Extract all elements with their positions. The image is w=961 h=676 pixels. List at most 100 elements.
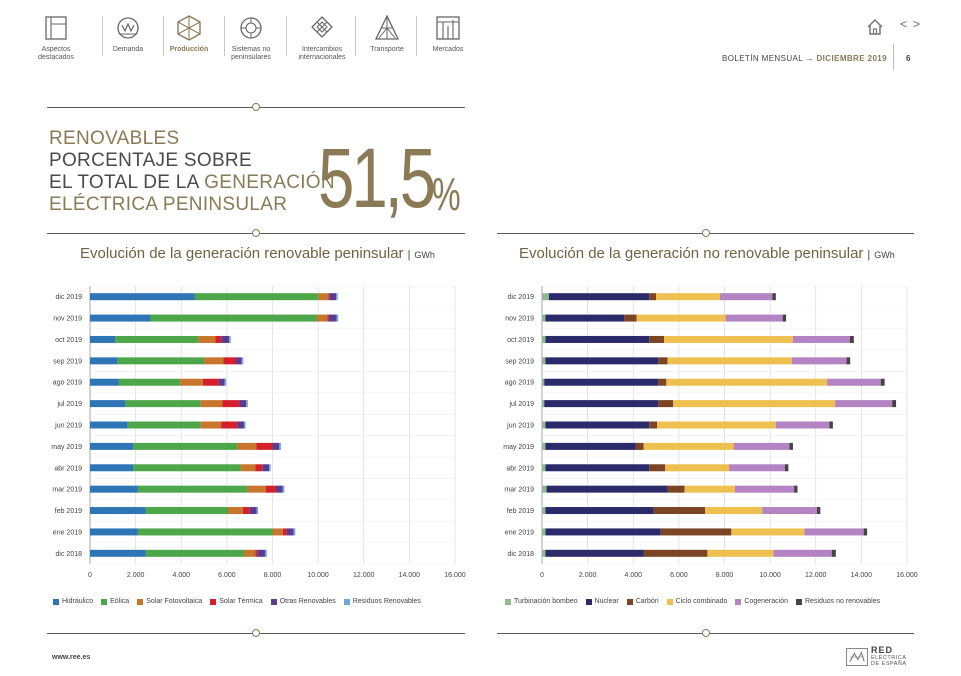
bar-segment-eolica (145, 507, 229, 515)
legend-swatch (585, 598, 592, 605)
bar-segment-residuos-renovables (269, 464, 271, 472)
bar-segment-residuos-renovables (241, 357, 244, 365)
nav-label: Transporte (370, 46, 404, 53)
x-tick-label: 6.000 (218, 572, 236, 579)
bar-segment-ciclo (731, 528, 805, 536)
y-tick-label: abr 2019 (506, 465, 534, 472)
bar-segment-solar-fv (240, 464, 256, 472)
legend-label: Residuos Renovables (352, 598, 421, 605)
nav-item-non-peninsular[interactable]: Sistemas no peninsulares (214, 14, 288, 62)
bar-segment-carbon (660, 528, 732, 536)
title-separator: | (867, 249, 871, 261)
legend-label: Nuclear (594, 598, 619, 605)
highlights-icon (45, 16, 67, 40)
nav-item-production[interactable]: Producción (152, 14, 226, 54)
nav-separator (355, 16, 356, 56)
bar-segment-turbinacion (542, 335, 546, 343)
bar-segment-cogeneracion (762, 507, 817, 515)
home-icon[interactable] (866, 18, 884, 36)
bar-segment-carbon (658, 400, 674, 408)
bar-segment-solar-termica (222, 400, 240, 408)
divider-dot (702, 629, 710, 637)
x-tick-label: 14.000 (851, 572, 873, 579)
bar-segment-nuclear (545, 442, 636, 450)
nav-item-transport[interactable]: Transporte (350, 14, 424, 54)
bar-segment-residuos-no-renov (772, 293, 776, 301)
y-tick-label: may 2019 (51, 444, 82, 451)
bar-segment-solar-fv (228, 507, 243, 515)
bar-segment-cogeneracion (827, 378, 881, 386)
x-tick-label: 16.000 (444, 572, 466, 579)
bar-segment-ciclo (656, 293, 720, 301)
bar-segment-nuclear (546, 485, 668, 493)
nav-label: Demanda (112, 46, 144, 53)
nav-item-demand[interactable]: Demanda (91, 14, 165, 54)
bar-segment-eolica (194, 293, 319, 301)
bar-segment-solar-fv (272, 528, 283, 536)
bar-segment-residuos-no-renov (782, 314, 787, 322)
legend-swatch (53, 598, 59, 605)
footer-url[interactable]: www.ree.es (52, 654, 91, 661)
legend-item: Eólica (101, 598, 129, 605)
legend-swatch (626, 598, 633, 605)
bar-segment-turbinacion (542, 293, 549, 301)
bar-segment-ciclo (673, 400, 836, 408)
bar-segment-solar-termica (256, 442, 273, 450)
bar-segment-solar-termica (327, 314, 329, 322)
bar-segment-nuclear (545, 421, 650, 429)
x-tick-label: 14.000 (399, 572, 421, 579)
legend-item: Nuclear (585, 598, 619, 605)
y-tick-label: feb 2019 (507, 508, 534, 515)
y-tick-label: dic 2018 (508, 551, 535, 558)
bar-segment-carbon (649, 335, 665, 343)
renewable-percentage-value: 51,5 (318, 131, 436, 225)
prev-page-button[interactable]: < (900, 17, 908, 31)
bar-segment-ciclo (667, 357, 792, 365)
nonrenewable-legend: Turbinación bombeo Nuclear Carbón Ciclo com… (505, 598, 880, 605)
legend-swatch (343, 598, 350, 605)
legend-swatch (270, 598, 277, 605)
y-tick-label: sep 2019 (53, 358, 82, 365)
nav-item-highlights[interactable]: Aspectos destacados (19, 14, 93, 62)
hero-line-1: RENOVABLES (49, 128, 180, 149)
y-tick-label: dic 2019 (508, 294, 535, 301)
x-tick-label: 12.000 (805, 572, 827, 579)
bar-segment-residuos-no-renov (849, 335, 854, 343)
y-tick-label: jul 2019 (56, 401, 82, 408)
legend-swatch (666, 598, 673, 605)
bar-segment-cogeneracion (725, 314, 783, 322)
bar-segment-eolica (117, 357, 205, 365)
nav-item-exchanges[interactable]: Intercambios internacionales (285, 14, 359, 62)
bar-segment-eolica (137, 528, 273, 536)
bar-segment-residuos-no-renov (892, 400, 897, 408)
bar-segment-cogeneracion (729, 464, 785, 472)
legend-item: Solar Térmica (210, 598, 263, 605)
logo-subtext-2: DE ESPAÑA (871, 661, 907, 667)
header-divider (893, 44, 894, 70)
bar-segment-ciclo (705, 507, 763, 515)
bar-segment-ciclo (664, 335, 793, 343)
bulletin-label: BOLETÍN MENSUAL (721, 54, 803, 63)
chart-title-text: Evolución de la generación no renovable … (519, 245, 864, 262)
bar-segment-cogeneracion (734, 485, 795, 493)
nav-item-markets[interactable]: Mercados (411, 14, 485, 54)
renewable-legend: Hidráulico Eólica Solar Fotovoltaica Solar … (53, 598, 421, 605)
non-peninsular-icon (240, 17, 262, 39)
bar-segment-residuos-no-renov (880, 378, 885, 386)
y-tick-label: nov 2019 (505, 316, 534, 323)
bar-segment-otras-renovables (221, 335, 230, 343)
legend-label: Cogeneración (744, 598, 788, 605)
nav-separator (102, 16, 103, 56)
logo-subtext: ELÉCTRICA DE ESPAÑA (871, 655, 907, 667)
legend-item: Cogeneración (735, 598, 788, 605)
nav-label: Intercambios internacionales (298, 46, 346, 61)
y-tick-label: oct 2019 (55, 337, 82, 344)
y-tick-label: ago 2019 (53, 380, 82, 387)
bar-segment-residuos-no-renov (816, 507, 821, 515)
legend-item: Turbinación bombeo (505, 598, 578, 605)
bar-segment-otras-renovables (257, 549, 266, 557)
bar-segment-ciclo (657, 421, 776, 429)
next-page-button[interactable]: > (913, 17, 921, 31)
logo-subtext-1: ELÉCTRICA (871, 655, 907, 661)
y-tick-label: ago 2019 (505, 380, 534, 387)
